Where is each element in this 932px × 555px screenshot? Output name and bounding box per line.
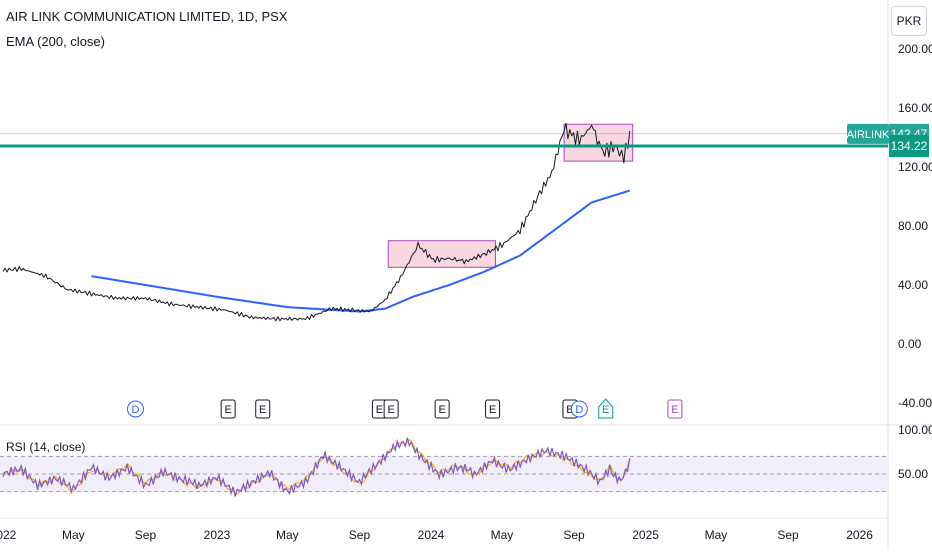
event-label-5: E — [438, 404, 445, 416]
x-tick-label-1: May — [62, 528, 85, 542]
event-marker-4 — [383, 399, 399, 419]
currency-selector[interactable]: PKR — [891, 6, 927, 36]
event-label-1: E — [224, 404, 231, 416]
event-label-0: D — [132, 404, 140, 416]
x-tick-label-12: 2026 — [846, 528, 873, 542]
x-tick-label-9: 2025 — [632, 528, 659, 542]
price-line — [2, 122, 631, 322]
x-tick-label-4: May — [276, 528, 299, 542]
line-price-badge — [889, 135, 929, 158]
y-tick-label-4: 40.00 — [898, 278, 928, 292]
ema-line — [91, 189, 631, 313]
x-tick-label-3: 2023 — [204, 528, 231, 542]
x-tick-label-11: Sep — [777, 528, 799, 542]
event-marker-9 — [598, 398, 614, 419]
line-price-badge-value: 134.22 — [891, 139, 928, 153]
event-marker-10 — [667, 399, 683, 419]
event-marker-5 — [434, 399, 450, 419]
event-marker-6 — [485, 399, 501, 419]
y-tick-label-0: 200.00 — [898, 42, 932, 56]
rsi-tick-label-1: 50.00 — [898, 467, 928, 481]
event-label-4: E — [387, 404, 394, 416]
event-marker-8 — [570, 400, 588, 418]
event-label-3: E — [376, 404, 383, 416]
symbol-title[interactable]: AIR LINK COMMUNICATION LIMITED, 1D, PSX — [6, 9, 288, 24]
event-label-8: D — [575, 404, 583, 416]
event-marker-2 — [255, 399, 271, 419]
y-tick-label-6: -40.00 — [898, 396, 932, 410]
event-label-9: E — [602, 404, 609, 416]
event-marker-1 — [220, 399, 236, 419]
x-tick-label-0: 2022 — [0, 528, 17, 542]
y-tick-label-2: 120.00 — [898, 160, 932, 174]
event-marker-0 — [127, 400, 145, 418]
highlight-box-0 — [387, 240, 496, 268]
y-tick-label-1: 160.00 — [898, 101, 932, 115]
x-tick-label-7: May — [491, 528, 514, 542]
rsi-line — [2, 437, 631, 497]
event-label-6: E — [489, 404, 496, 416]
ticker-badge — [847, 123, 889, 144]
x-tick-label-8: Sep — [563, 528, 585, 542]
x-tick-label-10: May — [705, 528, 728, 542]
ema-indicator-label[interactable]: EMA (200, close) — [6, 34, 105, 49]
rsi-indicator-label[interactable]: RSI (14, close) — [6, 440, 86, 454]
x-tick-label-5: Sep — [349, 528, 371, 542]
rsi-tick-label-0: 100.00 — [898, 423, 932, 437]
ticker-badge-label: AIRLINK — [847, 129, 890, 141]
x-tick-label-6: 2024 — [418, 528, 445, 542]
event-label-7: E — [566, 404, 573, 416]
y-tick-label-3: 80.00 — [898, 219, 928, 233]
event-label-10: E — [671, 404, 678, 416]
y-tick-label-5: 0.00 — [898, 337, 922, 351]
x-tick-label-2: Sep — [135, 528, 157, 542]
event-label-2: E — [259, 404, 266, 416]
